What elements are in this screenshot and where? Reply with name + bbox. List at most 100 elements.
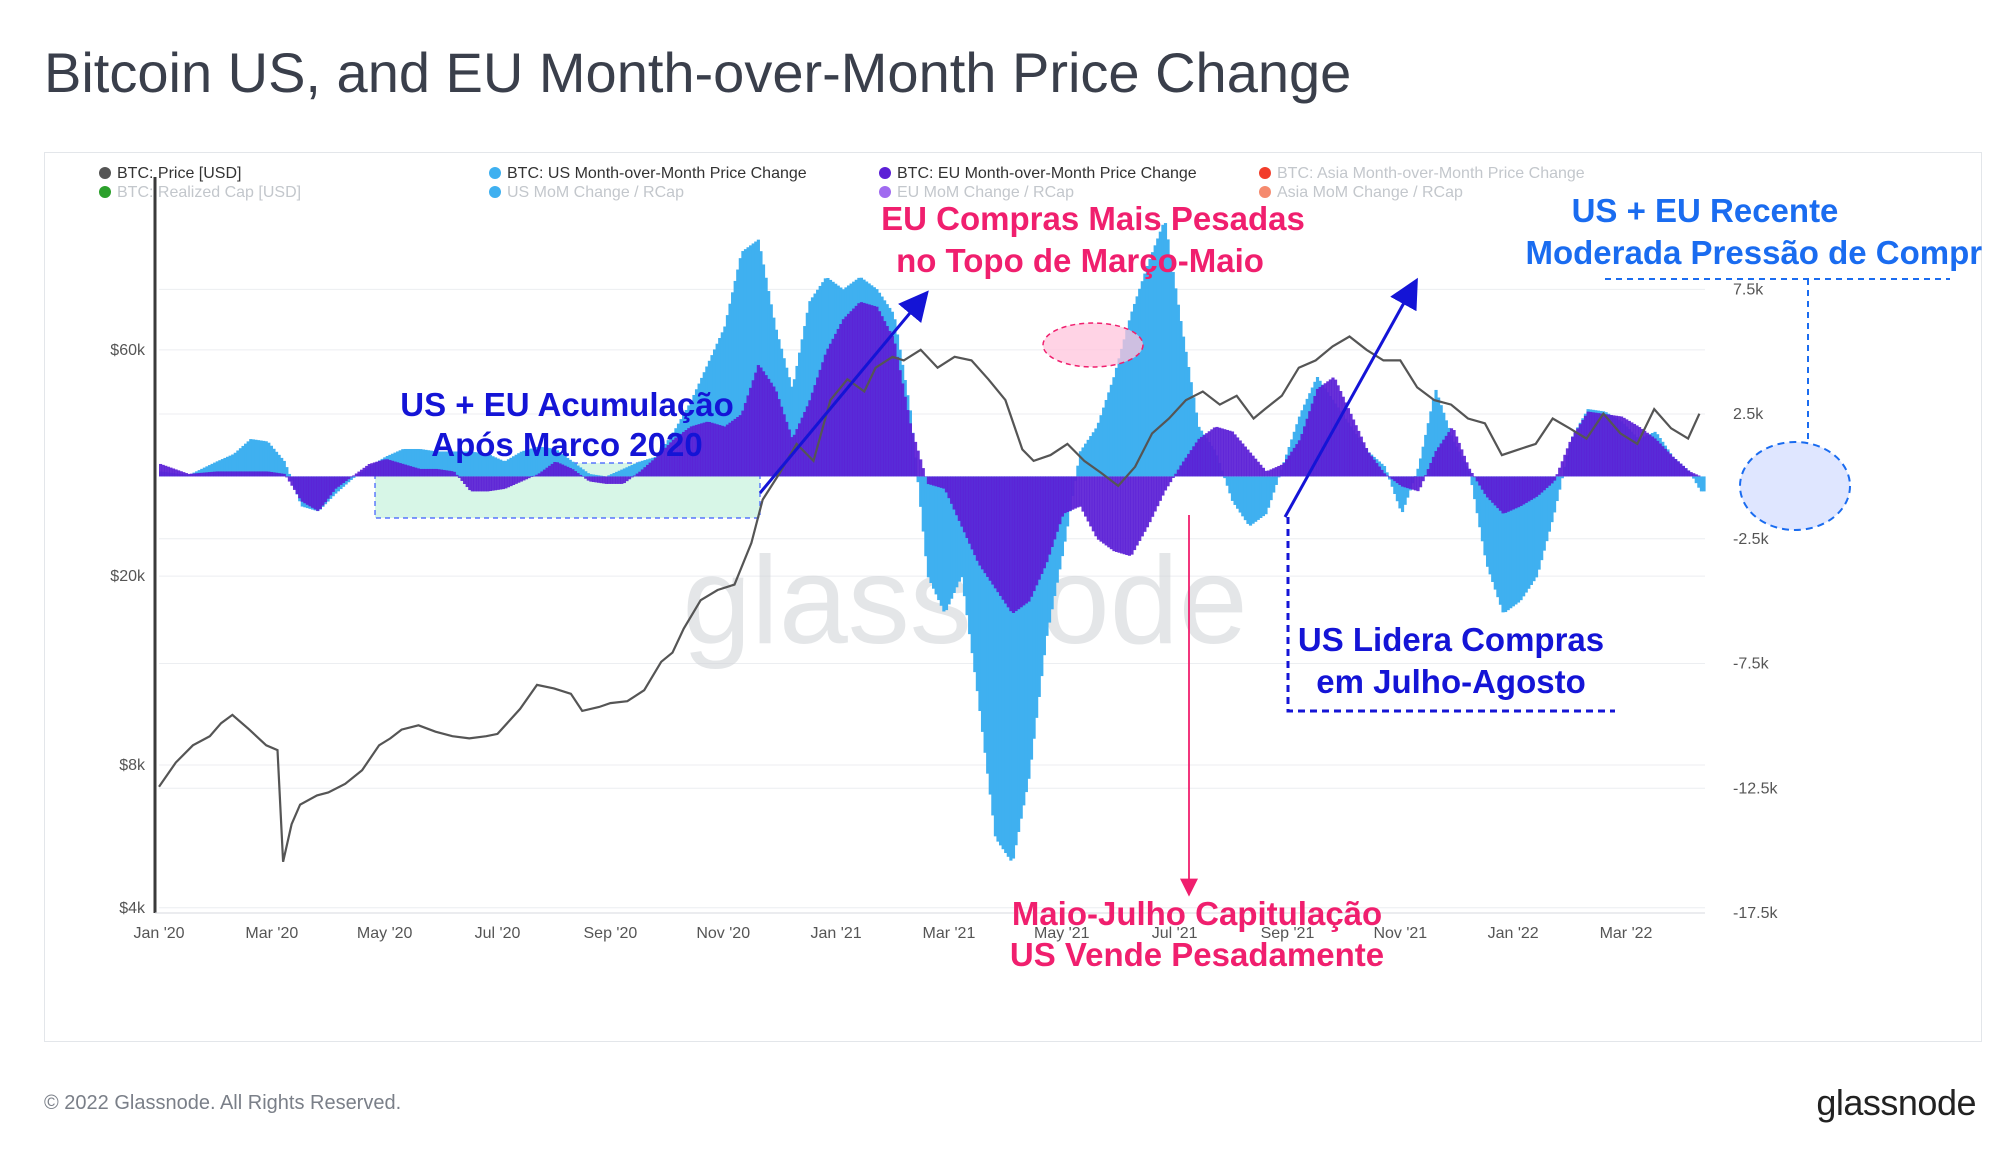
us-mom-bar bbox=[607, 475, 611, 477]
eu-mom-bar bbox=[1601, 413, 1606, 477]
us-mom-bar bbox=[792, 379, 797, 477]
eu-mom-bar bbox=[1017, 476, 1021, 610]
us-mom-bar bbox=[223, 457, 227, 477]
us-mom-bar bbox=[548, 448, 552, 477]
us-mom-bar bbox=[1501, 476, 1505, 613]
us-mom-bar bbox=[728, 303, 732, 477]
us-mom-bar bbox=[421, 449, 425, 477]
eu-mom-bar bbox=[798, 423, 802, 477]
eu-mom-bar bbox=[1648, 434, 1652, 477]
us-mom-bar bbox=[1089, 436, 1093, 477]
eu-mom-bar bbox=[1068, 476, 1072, 511]
arrow-to-jan21-peak bbox=[758, 290, 929, 494]
eu-mom-bar bbox=[411, 466, 415, 477]
eu-mom-bar bbox=[818, 369, 822, 477]
eu-mom-bar bbox=[280, 473, 284, 477]
us-mom-bar bbox=[640, 460, 645, 477]
us-mom-bar bbox=[1236, 476, 1240, 509]
us-mom-bar bbox=[1418, 458, 1423, 477]
us-mom-bar bbox=[496, 458, 500, 477]
eu-mom-bar bbox=[439, 469, 444, 477]
eu-mom-bar bbox=[813, 385, 817, 477]
eu-mom-bar bbox=[1132, 476, 1137, 551]
x-tick-label: Nov '21 bbox=[1373, 925, 1427, 942]
eu-mom-bar bbox=[1037, 476, 1041, 580]
eu-mom-bar bbox=[365, 465, 369, 477]
eu-mom-bar bbox=[962, 476, 967, 533]
eu-mom-bar bbox=[486, 476, 490, 492]
eu-mom-bar bbox=[952, 476, 956, 510]
eu-mom-bar bbox=[244, 471, 248, 477]
us-mom-bar bbox=[705, 366, 709, 477]
eu-mom-bar bbox=[1264, 470, 1268, 477]
eu-mom-bar bbox=[354, 473, 359, 477]
eu-mom-bar bbox=[870, 305, 874, 477]
us-mom-bar bbox=[599, 475, 603, 477]
eu-mom-bar bbox=[1431, 456, 1436, 477]
eu-mom-bar bbox=[1563, 454, 1567, 477]
eu-mom-bar bbox=[1478, 476, 1482, 486]
us-mom-bar bbox=[478, 452, 482, 477]
eu-mom-bar bbox=[1671, 456, 1675, 477]
eu-mom-bar bbox=[929, 476, 933, 485]
eu-mom-bar bbox=[1666, 451, 1670, 477]
us-mom-bar bbox=[1699, 476, 1704, 492]
eu-mom-bar bbox=[707, 421, 712, 477]
legend-label: BTC: EU Month-over-Month Price Change bbox=[897, 165, 1197, 182]
us-mom-bar bbox=[970, 476, 974, 654]
eu-mom-bar bbox=[1573, 432, 1577, 477]
us-mom-bar bbox=[586, 473, 590, 477]
us-mom-bar bbox=[231, 454, 235, 477]
eu-mom-bar bbox=[1640, 428, 1644, 477]
us-mom-bar bbox=[638, 461, 642, 477]
eu-mom-bar bbox=[839, 324, 843, 477]
eu-mom-bar bbox=[852, 308, 856, 477]
us-mom-bar bbox=[710, 355, 714, 477]
eu-mom-bar bbox=[1084, 476, 1088, 517]
eu-mom-bar bbox=[1223, 429, 1227, 477]
us-mom-bar bbox=[1107, 392, 1111, 477]
us-mom-bar bbox=[244, 443, 248, 477]
eu-mom-bar bbox=[1336, 385, 1340, 477]
us-mom-bar bbox=[246, 441, 250, 477]
eu-mom-bar bbox=[1594, 412, 1598, 477]
us-mom-bar bbox=[1096, 422, 1101, 477]
eu-mom-bar bbox=[159, 463, 163, 477]
eu-mom-bar bbox=[983, 476, 987, 574]
eu-mom-bar bbox=[326, 476, 330, 499]
eu-mom-bar bbox=[522, 476, 526, 481]
us-mom-bar bbox=[1130, 311, 1134, 477]
eu-mom-bar bbox=[749, 387, 753, 477]
us-mom-bar bbox=[1114, 367, 1119, 477]
eu-mom-bar bbox=[1632, 423, 1637, 477]
us-mom-bar bbox=[1027, 476, 1031, 779]
us-mom-bar bbox=[950, 476, 954, 599]
us-mom-bar bbox=[635, 462, 639, 477]
eu-mom-bar bbox=[1449, 428, 1454, 477]
us-mom-bar bbox=[1416, 468, 1420, 477]
eu-mom-bar bbox=[1050, 476, 1054, 547]
eu-mom-bar bbox=[1635, 425, 1639, 477]
eu-mom-bar bbox=[1078, 476, 1083, 507]
y-left-tick-label: $8k bbox=[119, 757, 146, 774]
eu-mom-bar bbox=[385, 459, 389, 477]
us-mom-bar bbox=[1166, 239, 1170, 477]
eu-mom-bar bbox=[1130, 476, 1134, 555]
eu-mom-bar bbox=[1266, 470, 1271, 477]
eu-mom-bar bbox=[661, 450, 665, 477]
eu-mom-bar bbox=[800, 417, 804, 477]
us-mom-bar bbox=[1519, 476, 1523, 601]
footer-brand-logo: glassnode bbox=[1816, 1082, 1976, 1123]
eu-mom-bar bbox=[1460, 449, 1464, 477]
eu-mom-bar bbox=[344, 476, 348, 482]
us-mom-bar bbox=[725, 315, 730, 477]
eu-mom-bar bbox=[287, 476, 292, 482]
eu-mom-bar bbox=[1408, 476, 1412, 489]
eu-mom-bar bbox=[1233, 434, 1237, 477]
us-mom-bar bbox=[445, 451, 449, 477]
us-mom-bar bbox=[993, 476, 998, 837]
us-mom-bar bbox=[277, 454, 281, 477]
eu-top-highlight-ellipse bbox=[1042, 322, 1144, 368]
eu-mom-bar bbox=[774, 391, 778, 477]
us-mom-bar bbox=[975, 476, 979, 692]
